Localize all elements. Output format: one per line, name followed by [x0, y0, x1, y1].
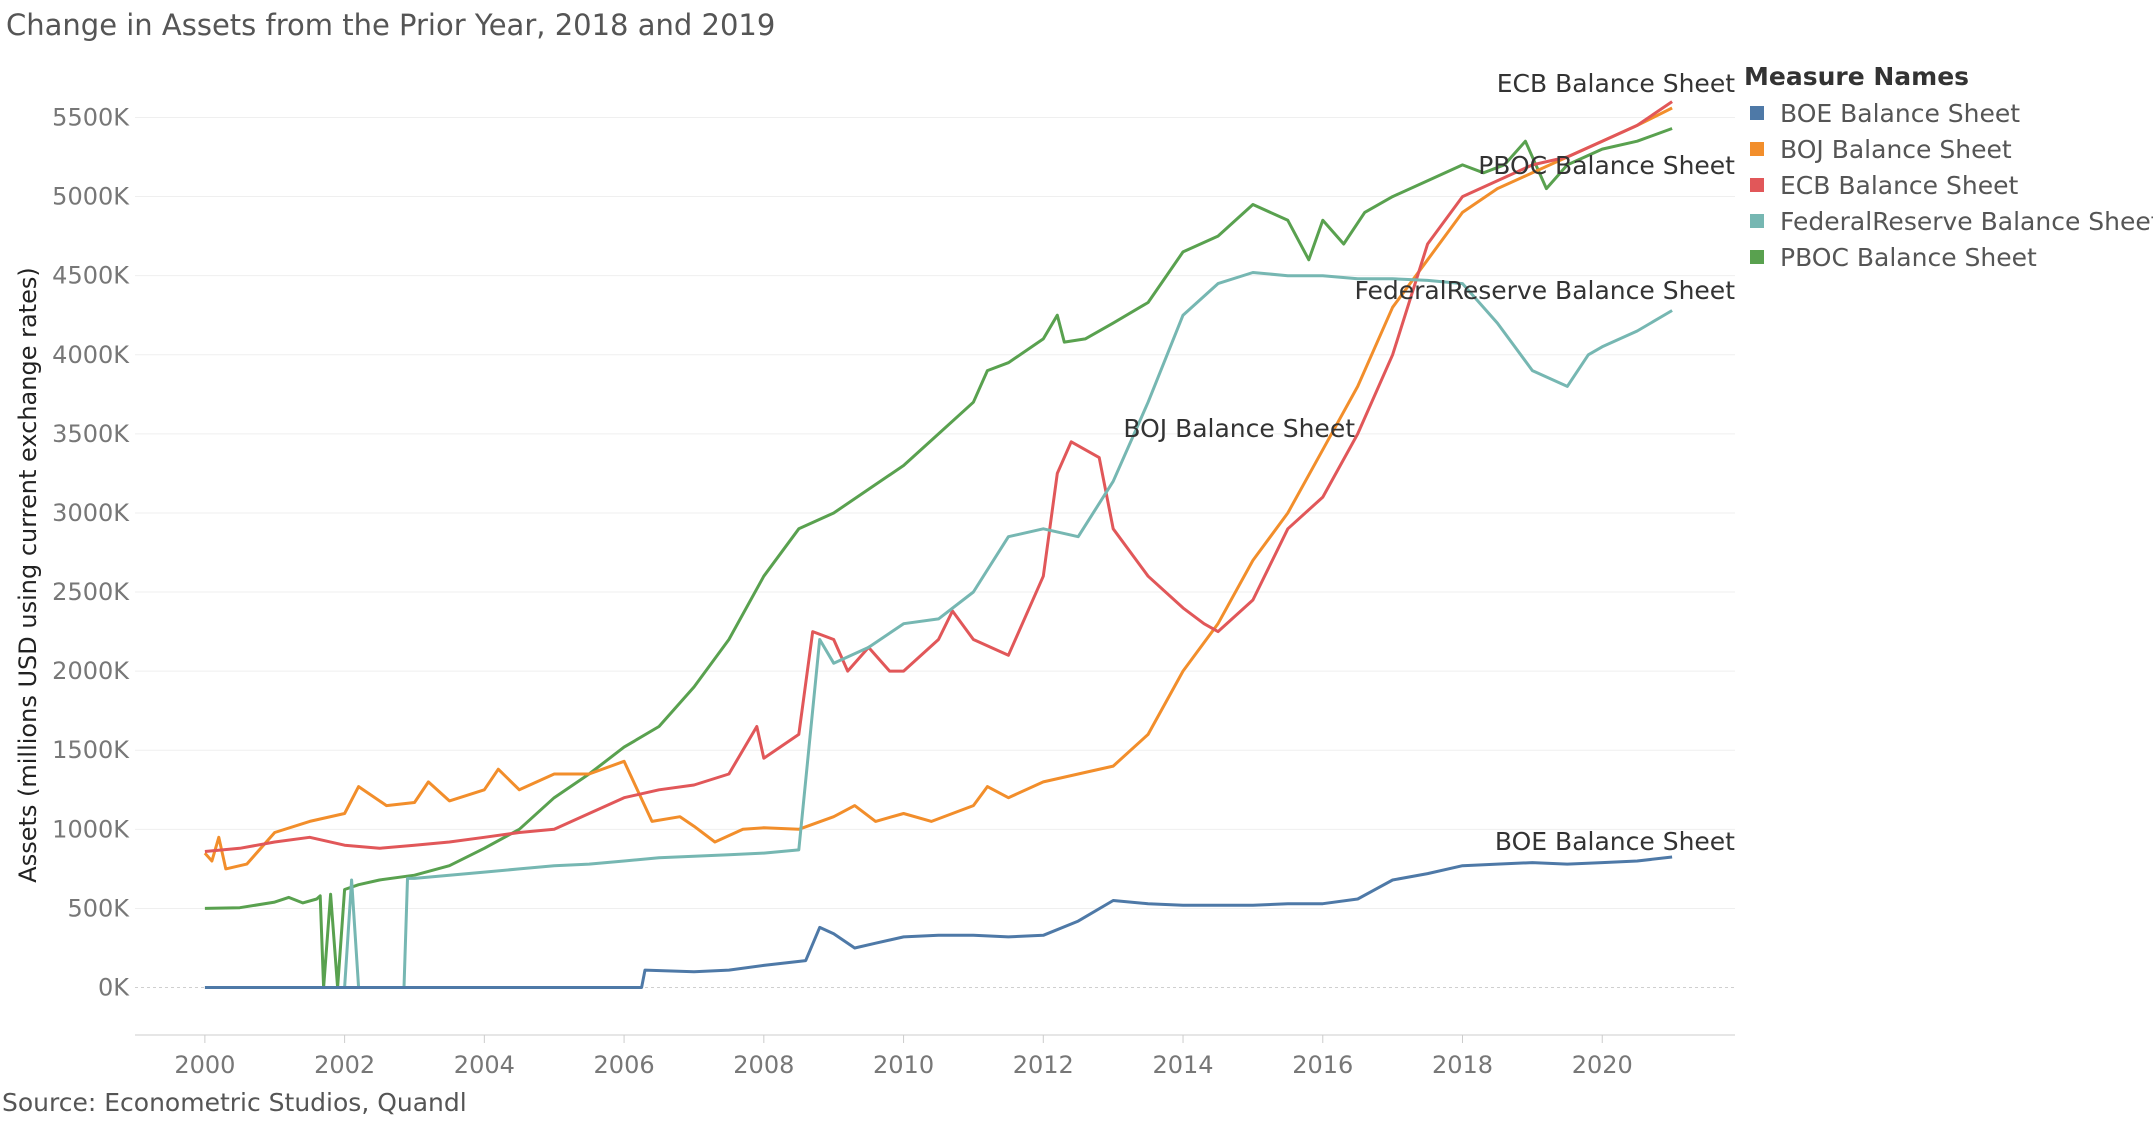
y-tick-label: 5000K [52, 183, 130, 211]
gridlines [135, 116, 1735, 989]
legend-label: BOJ Balance Sheet [1780, 134, 2012, 164]
series-annotation: BOJ Balance Sheet [1123, 414, 1355, 443]
legend-swatch [1750, 178, 1764, 192]
legend-title: Measure Names [1744, 62, 1970, 91]
series-annotation: ECB Balance Sheet [1497, 69, 1735, 98]
y-tick-label: 5500K [52, 103, 130, 131]
legend-item[interactable]: BOE Balance Sheet [1744, 95, 2153, 131]
legend-swatch [1750, 250, 1764, 264]
legend-label: PBOC Balance Sheet [1780, 242, 2037, 272]
x-tick-label: 2004 [454, 1051, 515, 1079]
y-tick-label: 3500K [52, 420, 130, 448]
legend-item[interactable]: FederalReserve Balance Sheet [1744, 203, 2153, 239]
y-tick-label: 1000K [52, 815, 130, 843]
legend-label: FederalReserve Balance Sheet [1780, 206, 2153, 236]
y-tick-label: 0K [98, 974, 130, 1002]
series-lines [203, 100, 1673, 989]
series-line [203, 106, 1673, 871]
y-tick-label: 3000K [52, 499, 130, 527]
legend-swatch [1750, 106, 1764, 120]
legend-label: BOE Balance Sheet [1780, 98, 2021, 128]
legend-items: BOE Balance Sheet BOJ Balance Sheet ECB Ba… [1744, 95, 2153, 275]
series-annotation: FederalReserve Balance Sheet [1354, 276, 1735, 305]
chart-title: Change in Assets from the Prior Year, 20… [6, 8, 776, 42]
legend: Measure Names BOE Balance Sheet BOJ Balan… [1744, 62, 2153, 275]
series-annotations: PBOC Balance Sheet BOJ Balance Sheet ECB B… [1123, 69, 1735, 856]
y-tick-label: 1500K [52, 736, 130, 764]
series-annotation: BOE Balance Sheet [1495, 827, 1735, 856]
legend-swatch [1750, 142, 1764, 156]
series-line [204, 127, 1673, 989]
x-axis-ticks: 2000 2002 2004 2006 2008 2010 2012 2014 2016 2018… [174, 1035, 1633, 1079]
x-tick-label: 2006 [594, 1051, 655, 1079]
legend-item[interactable]: PBOC Balance Sheet [1744, 239, 2153, 275]
series-annotation: PBOC Balance Sheet [1478, 151, 1735, 180]
y-tick-label: 4500K [52, 262, 130, 290]
y-tick-label: 500K [67, 894, 130, 922]
x-tick-label: 2008 [733, 1051, 794, 1079]
x-tick-label: 2010 [873, 1051, 934, 1079]
y-axis-ticks: 0K 500K 1000K 1500K 2000K 2500K 3000K 3500K 4000… [52, 103, 130, 1001]
x-tick-label: 2018 [1432, 1051, 1493, 1079]
legend-item[interactable]: BOJ Balance Sheet [1744, 131, 2153, 167]
x-tick-label: 2012 [1013, 1051, 1074, 1079]
y-tick-label: 2000K [52, 657, 130, 685]
y-axis-label: Assets (millions USD using current excha… [14, 267, 42, 882]
source-note: Source: Econometric Studios, Quandl [2, 1088, 467, 1117]
legend-label: ECB Balance Sheet [1780, 170, 2019, 200]
x-tick-label: 2002 [314, 1051, 375, 1079]
legend-item[interactable]: ECB Balance Sheet [1744, 167, 2153, 203]
x-tick-label: 2014 [1152, 1051, 1213, 1079]
legend-swatch [1750, 214, 1764, 228]
series-line [343, 271, 1673, 989]
x-tick-label: 2000 [174, 1051, 235, 1079]
series-line [204, 855, 1673, 989]
series-line [204, 100, 1673, 853]
x-tick-label: 2016 [1292, 1051, 1353, 1079]
y-tick-label: 4000K [52, 341, 130, 369]
y-tick-label: 2500K [52, 578, 130, 606]
x-tick-label: 2020 [1572, 1051, 1633, 1079]
